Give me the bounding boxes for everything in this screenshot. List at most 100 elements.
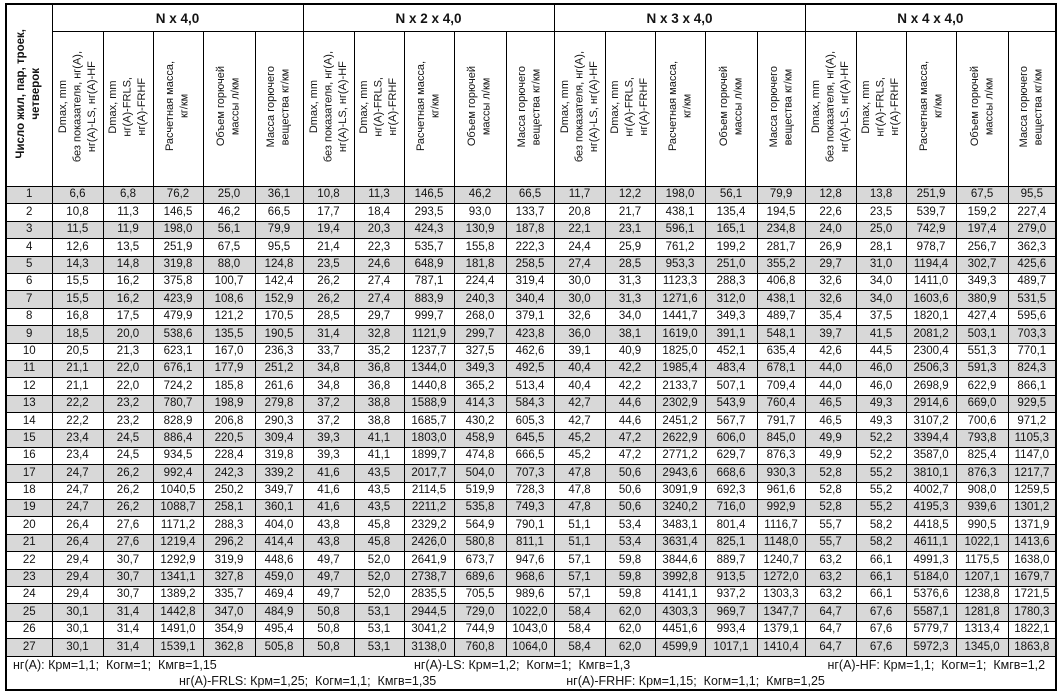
value-cell: 1217,7 (1007, 464, 1057, 483)
value-cell: 220,5 (202, 429, 256, 448)
value-cell: 968,6 (505, 568, 555, 587)
value-cell: 58,2 (855, 516, 907, 535)
value-cell: 414,4 (254, 533, 304, 553)
value-cell: 971,2 (1007, 412, 1057, 431)
value-cell: 67,6 (855, 620, 907, 640)
value-cell: 2329,2 (403, 516, 455, 535)
value-cell: 21,3 (102, 342, 154, 361)
value-cell: 2914,6 (905, 394, 957, 414)
value-cell: 584,3 (505, 394, 555, 414)
value-cell: 645,5 (505, 429, 555, 448)
value-cell: 53,4 (604, 533, 656, 553)
value-cell: 281,7 (756, 238, 806, 257)
value-cell: 62,0 (604, 603, 656, 622)
row-number: 19 (5, 499, 53, 518)
footnote-line-1: нг(A): Крм=1,1; Когм=1; Кмгв=1,15 нг(A)-… (7, 657, 1055, 673)
value-cell: 236,3 (254, 342, 304, 361)
value-cell: 27,6 (102, 533, 154, 553)
value-cell: 258,5 (505, 255, 555, 274)
table-row: 13 22,2 23,2 780,7 198,9 279,8 37,2 38,8 1588,9 4… (5, 394, 1057, 414)
value-cell: 63,2 (804, 551, 857, 570)
value-cell: 4611,1 (905, 533, 957, 553)
value-cell: 24,5 (102, 446, 154, 466)
value-cell: 349,7 (254, 481, 304, 501)
value-cell: 349,3 (453, 359, 507, 379)
table-row: 11 21,1 22,0 676,1 177,9 251,2 34,8 36,8 1344,0 3… (5, 359, 1057, 379)
value-cell: 64,7 (804, 620, 857, 640)
value-cell: 1240,7 (756, 551, 806, 570)
value-cell: 360,1 (254, 499, 304, 518)
value-cell: 45,8 (353, 516, 405, 535)
table-row: 10 20,5 21,3 623,1 167,0 236,3 33,7 35,2 1237,7 3… (5, 342, 1057, 361)
value-cell: 39,3 (302, 429, 355, 448)
value-cell: 12,6 (51, 238, 104, 257)
value-cell: 32,6 (804, 272, 857, 292)
value-cell: 2451,2 (654, 412, 706, 431)
value-cell: 362,3 (1007, 238, 1057, 257)
value-cell: 33,7 (302, 342, 355, 361)
table-header: Число жил, пар, троек, четверок N x 4,0 … (5, 3, 1057, 187)
value-cell: 36,8 (353, 377, 405, 396)
value-cell: 1341,1 (152, 568, 204, 587)
value-cell: 37,2 (302, 394, 355, 414)
value-cell: 26,2 (302, 272, 355, 292)
value-cell: 876,3 (756, 446, 806, 466)
value-cell: 14,3 (51, 255, 104, 274)
value-cell: 44,0 (804, 359, 857, 379)
value-cell: 6,6 (51, 185, 104, 205)
col-header-comb-mass: Масса горючего вещества кг/км (1007, 31, 1057, 187)
value-cell: 1271,6 (654, 290, 706, 309)
table-row: 16 23,4 24,5 934,5 228,4 319,8 39,3 41,1 1899,7 4… (5, 446, 1057, 466)
value-cell: 1820,1 (905, 307, 957, 327)
value-cell: 5184,0 (905, 568, 957, 587)
value-cell: 1603,6 (905, 290, 957, 309)
row-number: 2 (5, 203, 53, 222)
value-cell: 47,8 (553, 464, 606, 483)
value-cell: 57,1 (553, 585, 606, 605)
value-cell: 50,6 (604, 464, 656, 483)
group-title-nx2x40: N x 2 x 4,0 (302, 3, 555, 32)
value-cell: 30,7 (102, 585, 154, 605)
value-cell: 2698,9 (905, 377, 957, 396)
value-cell: 504,0 (453, 464, 507, 483)
value-cell: 146,5 (152, 203, 204, 222)
footnote-cell: нг(A): Крм=1,1; Когм=1; Кмгв=1,15 нг(A)-… (5, 655, 1057, 691)
sub-header-row: Dmax, mm без показателя, нг(A), нг(A)-LS… (6, 31, 1057, 187)
value-cell: 66,1 (855, 551, 907, 570)
value-cell: 41,6 (302, 481, 355, 501)
value-cell: 15,5 (51, 290, 104, 309)
col-header-mass: Расчетная масса, кг/км (654, 31, 706, 187)
value-cell: 354,9 (202, 620, 256, 640)
value-cell: 53,4 (604, 516, 656, 535)
value-cell: 1899,7 (403, 446, 455, 466)
value-cell: 20,5 (51, 342, 104, 361)
value-cell: 30,1 (51, 620, 104, 640)
value-cell: 42,7 (553, 412, 606, 431)
value-cell: 1281,8 (955, 603, 1009, 622)
value-cell: 47,2 (604, 446, 656, 466)
value-cell: 31,4 (102, 620, 154, 640)
value-cell: 29,7 (353, 307, 405, 327)
value-cell: 46,2 (202, 203, 256, 222)
value-cell: 46,0 (855, 359, 907, 379)
value-cell: 41,1 (353, 429, 405, 448)
value-cell: 4195,3 (905, 499, 957, 518)
value-cell: 50,6 (604, 481, 656, 501)
value-cell: 2300,4 (905, 342, 957, 361)
value-cell: 43,5 (353, 481, 405, 501)
value-cell: 340,4 (505, 290, 555, 309)
table-row: 4 12,6 13,5 251,9 67,5 95,5 21,4 22,3 535,7 155,8… (5, 238, 1057, 257)
value-cell: 24,0 (804, 220, 857, 240)
value-cell: 52,0 (353, 568, 405, 587)
value-cell: 1825,0 (654, 342, 706, 361)
value-cell: 1863,8 (1007, 638, 1057, 657)
value-cell: 26,2 (102, 499, 154, 518)
value-cell: 709,4 (756, 377, 806, 396)
value-cell: 288,3 (202, 516, 256, 535)
value-cell: 159,2 (955, 203, 1009, 222)
value-cell: 268,0 (453, 307, 507, 327)
value-cell: 181,8 (453, 255, 507, 274)
value-cell: 22,3 (353, 238, 405, 257)
value-cell: 678,1 (756, 359, 806, 379)
value-cell: 744,9 (453, 620, 507, 640)
